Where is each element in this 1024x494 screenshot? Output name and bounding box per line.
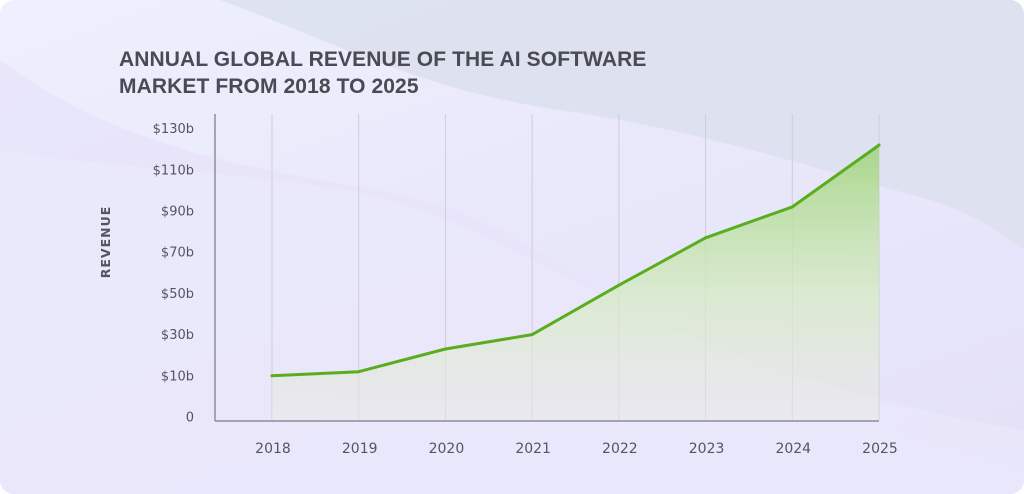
x-tick-label: 2018 — [255, 441, 291, 457]
data-point-2022 — [617, 283, 621, 287]
y-axis-title: REVENUE — [98, 206, 113, 279]
x-tick-label: 2020 — [429, 441, 465, 457]
x-tick-label: 2019 — [342, 441, 378, 457]
revenue-area — [272, 145, 879, 420]
y-tick-label: $10b — [161, 369, 194, 384]
data-point-2023 — [704, 236, 708, 240]
y-tick-label: $130b — [153, 122, 194, 137]
y-tick-label: $30b — [161, 328, 194, 343]
x-tick-labels: 2018 2019 2020 2021 2022 2023 2024 2025 — [255, 441, 898, 457]
x-tick-label: 2025 — [862, 441, 898, 457]
y-tick-label: $110b — [153, 163, 194, 178]
data-point-2025 — [877, 143, 881, 147]
y-tick-label: 0 — [186, 411, 194, 426]
revenue-line — [270, 143, 881, 378]
data-point-2020 — [443, 347, 447, 351]
chart-title-line-2: MARKET FROM 2018 TO 2025 — [119, 75, 419, 98]
bg-wave-top-right — [220, 0, 1024, 250]
chart-title: ANNUAL GLOBAL REVENUE OF THE AI SOFTWARE… — [119, 46, 679, 100]
data-point-2019 — [357, 370, 361, 374]
data-point-2021 — [530, 333, 534, 337]
data-point-2024 — [790, 205, 794, 209]
x-tick-label: 2022 — [602, 441, 638, 457]
y-tick-label: $70b — [161, 246, 194, 261]
x-tick-label: 2024 — [775, 441, 811, 457]
y-tick-label: $50b — [161, 287, 194, 302]
data-point-2018 — [270, 374, 274, 378]
x-tick-label: 2023 — [689, 441, 725, 457]
y-tick-labels: 0 $10b $30b $50b $70b $90b $110b $130b — [153, 122, 194, 425]
chart-title-line-1: ANNUAL GLOBAL REVENUE OF THE AI SOFTWARE — [119, 48, 647, 71]
x-tick-label: 2021 — [515, 441, 551, 457]
y-tick-label: $90b — [161, 205, 194, 220]
